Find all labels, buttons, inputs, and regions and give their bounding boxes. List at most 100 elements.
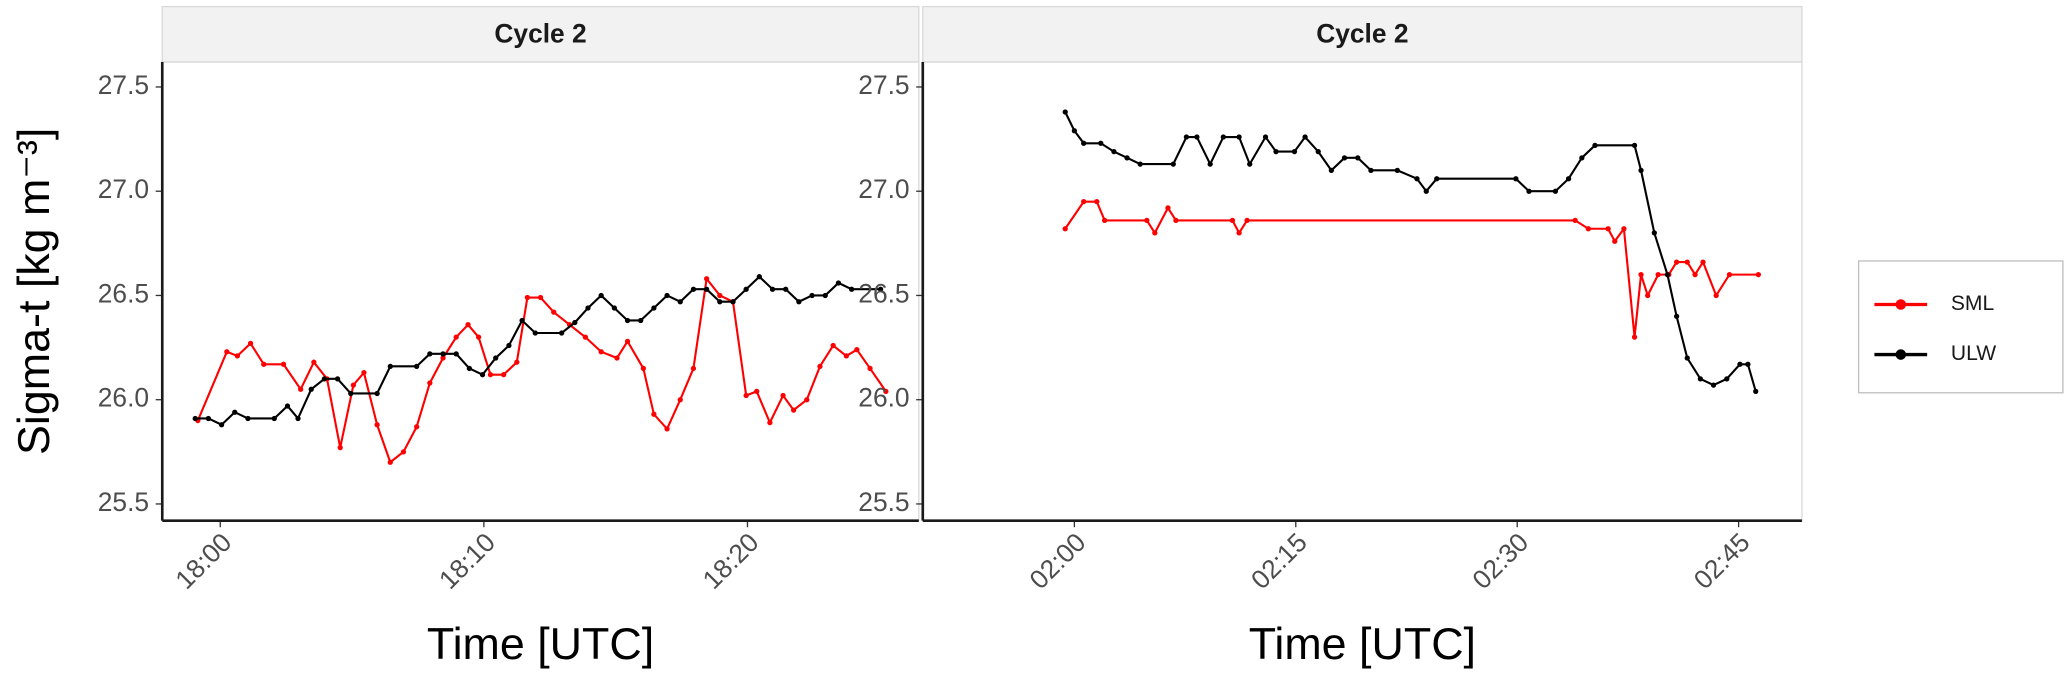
- data-point: [1302, 134, 1308, 140]
- data-point: [1724, 376, 1730, 382]
- data-point: [1273, 148, 1279, 155]
- data-point: [1315, 148, 1321, 155]
- y-tick-label: 26.5: [98, 278, 149, 308]
- data-point: [1183, 134, 1190, 140]
- y-tick-label: 25.5: [98, 487, 149, 517]
- data-point: [640, 365, 646, 372]
- data-point: [514, 359, 520, 365]
- data-point: [1207, 161, 1213, 167]
- data-point: [1434, 176, 1440, 182]
- series-line: [195, 275, 881, 426]
- data-point: [224, 349, 230, 355]
- data-point: [1124, 155, 1130, 161]
- data-point: [1726, 271, 1733, 278]
- data-point: [1673, 313, 1680, 319]
- data-point: [1236, 134, 1242, 140]
- data-point: [1144, 217, 1150, 224]
- data-point: [1081, 199, 1087, 205]
- data-point: [1247, 161, 1253, 167]
- y-tick-label: 26.5: [858, 278, 909, 308]
- data-point: [1585, 226, 1591, 232]
- data-point: [1165, 205, 1171, 211]
- data-point: [638, 317, 644, 324]
- data-point: [664, 426, 670, 432]
- data-point: [611, 305, 617, 311]
- data-point: [1368, 167, 1374, 174]
- x-tick-label: 02:00: [1024, 527, 1092, 595]
- data-point: [475, 334, 482, 340]
- data-point: [234, 353, 241, 359]
- data-point: [506, 342, 512, 349]
- y-tick-label: 26.0: [858, 383, 909, 413]
- data-point: [867, 365, 873, 372]
- data-point: [1605, 226, 1611, 232]
- y-tick-label: 27.5: [858, 70, 909, 100]
- data-point: [1062, 109, 1068, 115]
- data-point: [1071, 128, 1078, 134]
- data-point: [1513, 176, 1519, 182]
- data-point: [1651, 230, 1657, 236]
- data-point: [440, 355, 446, 361]
- legend-marker: [1895, 349, 1907, 360]
- data-point: [1170, 161, 1176, 167]
- data-point: [295, 415, 301, 422]
- data-point: [334, 376, 341, 382]
- y-tick-label: 25.5: [858, 487, 909, 517]
- data-point: [284, 403, 291, 409]
- data-point: [1697, 376, 1704, 382]
- data-point: [1673, 259, 1680, 265]
- strip-background: [161, 5, 920, 63]
- data-point: [1684, 355, 1690, 361]
- data-point: [1684, 259, 1690, 265]
- data-point: [809, 292, 815, 299]
- data-point: [1638, 167, 1644, 174]
- data-point: [677, 397, 683, 403]
- data-point: [414, 363, 420, 369]
- data-point: [1526, 188, 1532, 194]
- data-point: [598, 349, 604, 355]
- data-point: [796, 299, 802, 305]
- data-point: [1713, 292, 1719, 299]
- data-point: [1621, 226, 1627, 232]
- data-point: [790, 407, 797, 413]
- data-point: [1579, 155, 1585, 161]
- data-point: [848, 286, 855, 292]
- x-tick-label: 18:20: [697, 527, 765, 595]
- data-point: [877, 286, 884, 292]
- data-point: [1262, 134, 1269, 140]
- y-axis-title: Sigma-t [kg m⁻³]: [9, 128, 59, 455]
- data-point: [783, 286, 789, 292]
- data-point: [572, 319, 578, 326]
- strip-title: Cycle 2: [494, 19, 586, 49]
- data-point: [651, 305, 657, 311]
- series-line: [1064, 200, 1759, 338]
- data-point: [298, 386, 304, 392]
- data-point: [1229, 217, 1236, 224]
- data-point: [493, 355, 499, 361]
- data-point: [311, 359, 317, 365]
- data-point: [427, 351, 433, 357]
- data-point: [501, 372, 507, 378]
- data-point: [487, 372, 494, 378]
- data-point: [651, 411, 657, 417]
- data-point: [1137, 161, 1143, 167]
- data-point: [1328, 167, 1334, 174]
- y-tick-label: 27.0: [98, 174, 149, 204]
- data-point: [350, 382, 357, 388]
- data-point: [690, 365, 697, 372]
- data-point: [245, 415, 251, 422]
- data-point: [537, 294, 544, 301]
- data-point: [1414, 176, 1420, 182]
- data-point: [308, 386, 314, 392]
- data-point: [1423, 188, 1429, 194]
- data-point: [1152, 230, 1158, 236]
- data-point: [769, 286, 776, 292]
- data-point: [427, 380, 433, 386]
- x-tick-label: 02:30: [1466, 527, 1534, 595]
- data-point: [1341, 155, 1348, 161]
- data-point: [743, 286, 749, 292]
- data-point: [1394, 167, 1400, 174]
- data-point: [1236, 230, 1242, 236]
- data-point: [624, 317, 631, 324]
- strip-title: Cycle 2: [1316, 19, 1408, 49]
